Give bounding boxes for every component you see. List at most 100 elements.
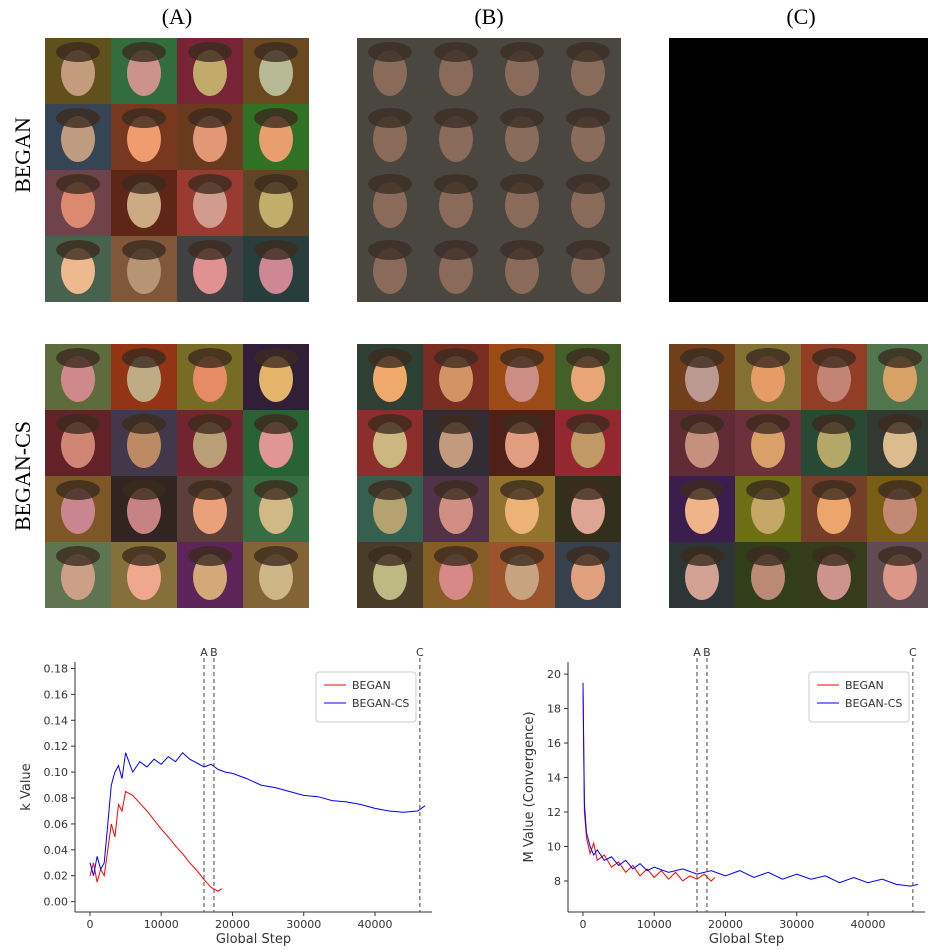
face: [373, 182, 407, 228]
face: [259, 422, 293, 468]
face: [373, 356, 407, 402]
face: [571, 182, 605, 228]
face: [61, 554, 95, 600]
y-tick-label: 8: [554, 875, 561, 888]
y-tick-label: 20: [547, 668, 561, 681]
legend-label: BEGAN: [352, 679, 391, 692]
face: [127, 50, 161, 96]
hair: [188, 108, 232, 128]
hair: [368, 240, 412, 260]
face: [259, 488, 293, 534]
face: [439, 116, 473, 162]
x-tick-label: 30000: [779, 918, 814, 931]
hair: [500, 240, 544, 260]
hair: [434, 480, 478, 500]
y-tick-label: 14: [547, 772, 561, 785]
hair: [254, 348, 298, 368]
hair: [56, 108, 100, 128]
face: [505, 356, 539, 402]
marker-label: B: [210, 646, 218, 659]
hair: [434, 42, 478, 62]
hair: [812, 348, 856, 368]
hair: [56, 42, 100, 62]
face: [685, 488, 719, 534]
face: [259, 116, 293, 162]
y-tick-label: 10: [547, 840, 561, 853]
hair: [500, 480, 544, 500]
face: [817, 422, 851, 468]
face: [61, 488, 95, 534]
y-axis-label: k Value: [19, 763, 34, 810]
face: [571, 554, 605, 600]
face: [127, 116, 161, 162]
column-label: (A): [162, 4, 193, 29]
hair: [680, 546, 724, 566]
hair: [566, 240, 610, 260]
hair: [746, 480, 790, 500]
face: [685, 422, 719, 468]
hair: [812, 414, 856, 434]
face: [127, 554, 161, 600]
data-line: [89, 751, 426, 876]
hair: [434, 240, 478, 260]
face: [505, 182, 539, 228]
face: [127, 182, 161, 228]
hair: [56, 414, 100, 434]
column-label: (B): [474, 4, 503, 29]
face: [61, 116, 95, 162]
face: [193, 182, 227, 228]
hair: [746, 414, 790, 434]
y-tick-label: 0.00: [44, 896, 69, 909]
face: [259, 182, 293, 228]
sample-grid: [45, 344, 309, 608]
hair: [812, 546, 856, 566]
column-label: (C): [786, 4, 815, 29]
y-tick-label: 0.12: [44, 740, 69, 753]
hair: [56, 348, 100, 368]
hair: [812, 480, 856, 500]
hair: [368, 42, 412, 62]
hair: [566, 480, 610, 500]
face: [127, 488, 161, 534]
hair: [122, 108, 166, 128]
y-tick-label: 16: [547, 737, 561, 750]
sample-grid: [45, 38, 309, 302]
y-tick-label: 0.06: [44, 818, 69, 831]
face: [751, 422, 785, 468]
face: [685, 356, 719, 402]
hair: [566, 108, 610, 128]
x-tick-label: 20000: [708, 918, 743, 931]
hair: [434, 108, 478, 128]
sample-grid: [669, 38, 928, 302]
face: [373, 488, 407, 534]
hair: [434, 348, 478, 368]
x-tick-label: 40000: [850, 918, 885, 931]
hair: [434, 414, 478, 434]
face: [883, 356, 917, 402]
hair: [122, 546, 166, 566]
hair: [878, 480, 922, 500]
hair: [566, 414, 610, 434]
face: [505, 554, 539, 600]
face: [751, 356, 785, 402]
data-line: [582, 691, 716, 882]
face: [505, 488, 539, 534]
hair: [680, 414, 724, 434]
face: [193, 422, 227, 468]
y-tick-label: 0.10: [44, 766, 69, 779]
face: [259, 248, 293, 294]
x-tick-label: 0: [579, 918, 586, 931]
face: [373, 116, 407, 162]
face: [751, 488, 785, 534]
hair: [254, 546, 298, 566]
face: [127, 422, 161, 468]
hair: [188, 348, 232, 368]
face: [127, 356, 161, 402]
hair: [434, 174, 478, 194]
face: [439, 554, 473, 600]
face: [439, 422, 473, 468]
y-tick-label: 0.14: [44, 714, 69, 727]
data-line: [89, 790, 223, 892]
hair: [254, 414, 298, 434]
